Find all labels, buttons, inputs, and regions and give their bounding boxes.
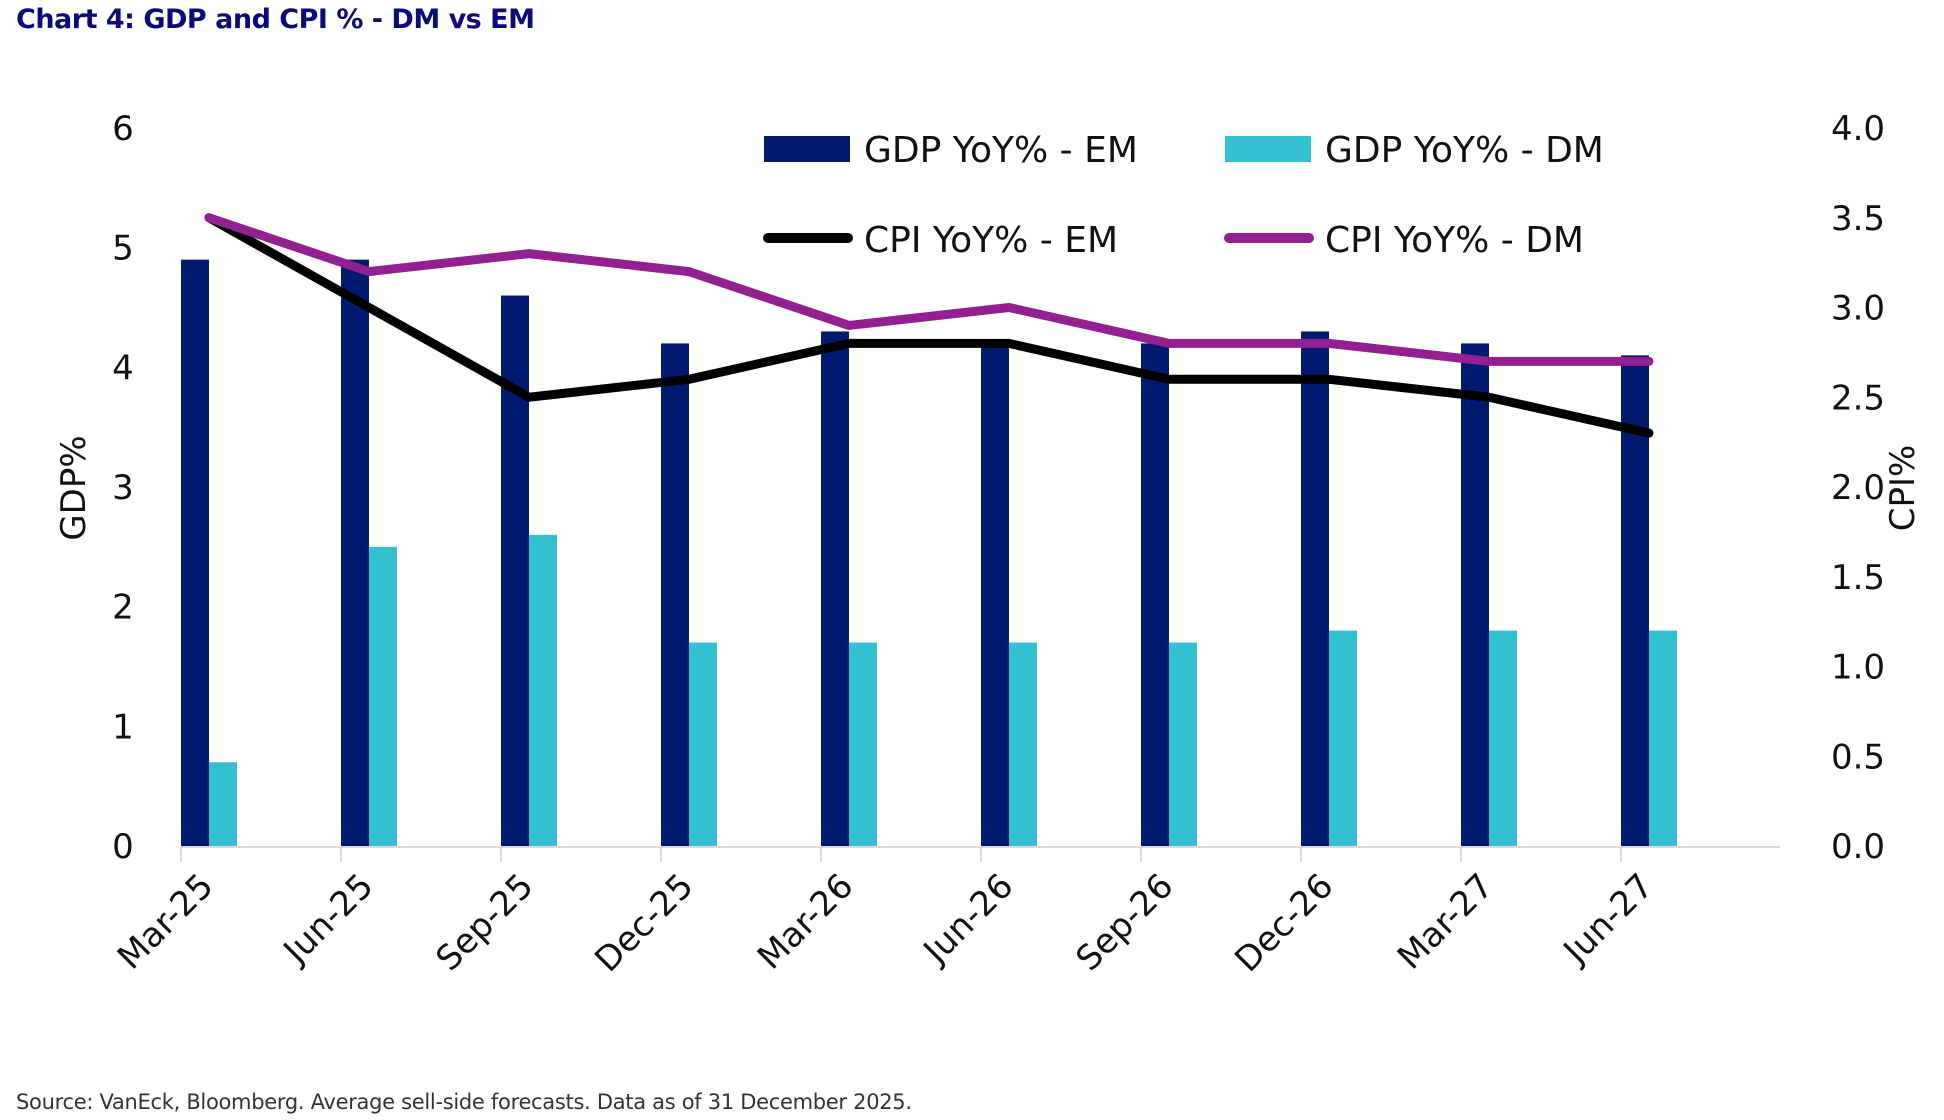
bar-gdp-em: [981, 343, 1009, 846]
legend-label: GDP YoY% - EM: [864, 130, 1138, 171]
bar-gdp-dm: [369, 546, 397, 846]
legend-item-cpi-dm: CPI YoY% - DM: [1224, 220, 1584, 261]
x-tick-label: Mar-27: [1390, 866, 1501, 977]
y2-tick-label: 2.0: [1831, 468, 1885, 508]
y-tick-label: 5: [112, 229, 134, 269]
bar-gdp-dm: [209, 762, 237, 846]
legend-item-gdp-em: GDP YoY% - EM: [764, 130, 1138, 171]
x-tick-label: Jun-25: [275, 866, 382, 973]
bar-gdp-em: [1301, 331, 1329, 846]
x-tick-label: Sep-25: [428, 866, 541, 979]
bar-gdp-dm: [1649, 630, 1677, 846]
x-tick-label: Sep-26: [1068, 866, 1181, 979]
legend-label: CPI YoY% - DM: [1325, 220, 1584, 261]
bar-gdp-em: [1461, 343, 1489, 846]
bar-gdp-dm: [1169, 642, 1197, 846]
x-tick-label: Dec-25: [587, 866, 701, 980]
y-tick-label: 3: [112, 468, 134, 508]
bar-gdp-dm: [1009, 642, 1037, 846]
line-cpi-dm: [204, 213, 1654, 366]
bar-gdp-em: [341, 259, 369, 847]
x-tick-label: Jun-26: [915, 866, 1022, 973]
source-note: Source: VanEck, Bloomberg. Average sell-…: [16, 1090, 912, 1114]
legend-swatch: [764, 136, 850, 162]
bar-gdp-em: [821, 331, 849, 846]
y2-tick-label: 3.0: [1831, 289, 1885, 329]
bar-gdp-em: [181, 259, 209, 847]
y2-tick-label: 3.5: [1831, 199, 1885, 239]
bar-gdp-em: [501, 295, 529, 846]
chart-title: Chart 4: GDP and CPI % - DM vs EM: [16, 4, 535, 35]
bar-gdp-dm: [529, 534, 557, 846]
y2-tick-label: 0.5: [1831, 737, 1885, 777]
bar-gdp-em: [661, 343, 689, 846]
y-tick-label: 6: [112, 109, 134, 149]
axes-layer: [180, 846, 1780, 862]
bars-layer: [181, 259, 1677, 847]
bar-gdp-dm: [689, 642, 717, 846]
bar-gdp-em: [1141, 343, 1169, 846]
y2-tick-label: 0.0: [1831, 827, 1885, 867]
legend-item-gdp-dm: GDP YoY% - DM: [1225, 130, 1604, 171]
y-tick-label: 0: [112, 827, 134, 867]
y-tick-label: 2: [112, 588, 134, 628]
x-tick-label: Dec-26: [1227, 866, 1341, 980]
y-tick-label: 1: [112, 707, 134, 747]
y2-axis-title: CPI%: [1883, 445, 1923, 532]
y2-tick-label: 1.5: [1831, 558, 1885, 598]
bar-gdp-dm: [849, 642, 877, 846]
legend: GDP YoY% - EM GDP YoY% - DM CPI YoY% - EM C…: [763, 130, 1604, 261]
bar-gdp-em: [1621, 355, 1649, 846]
x-tick-label: Mar-26: [750, 866, 861, 977]
y-tick-label: 4: [112, 348, 134, 388]
legend-item-cpi-em: CPI YoY% - EM: [763, 220, 1118, 261]
legend-label: CPI YoY% - EM: [864, 220, 1118, 261]
lines-layer: [204, 213, 1654, 438]
y2-tick-label: 2.5: [1831, 378, 1885, 418]
y2-tick-label: 1.0: [1831, 648, 1885, 688]
y2-tick-label: 4.0: [1831, 109, 1885, 149]
legend-swatch: [1225, 136, 1311, 162]
x-tick-label: Mar-25: [110, 866, 221, 977]
y-axis-title: GDP%: [54, 435, 94, 540]
x-tick-label: Jun-27: [1555, 866, 1662, 973]
bar-gdp-dm: [1329, 630, 1357, 846]
line-cpi-em: [204, 213, 1654, 438]
legend-label: GDP YoY% - DM: [1325, 130, 1604, 171]
bar-gdp-dm: [1489, 630, 1517, 846]
